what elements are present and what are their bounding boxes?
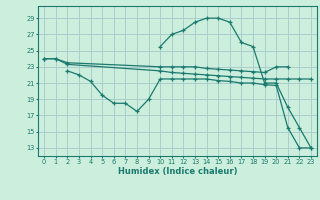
X-axis label: Humidex (Indice chaleur): Humidex (Indice chaleur) — [118, 167, 237, 176]
